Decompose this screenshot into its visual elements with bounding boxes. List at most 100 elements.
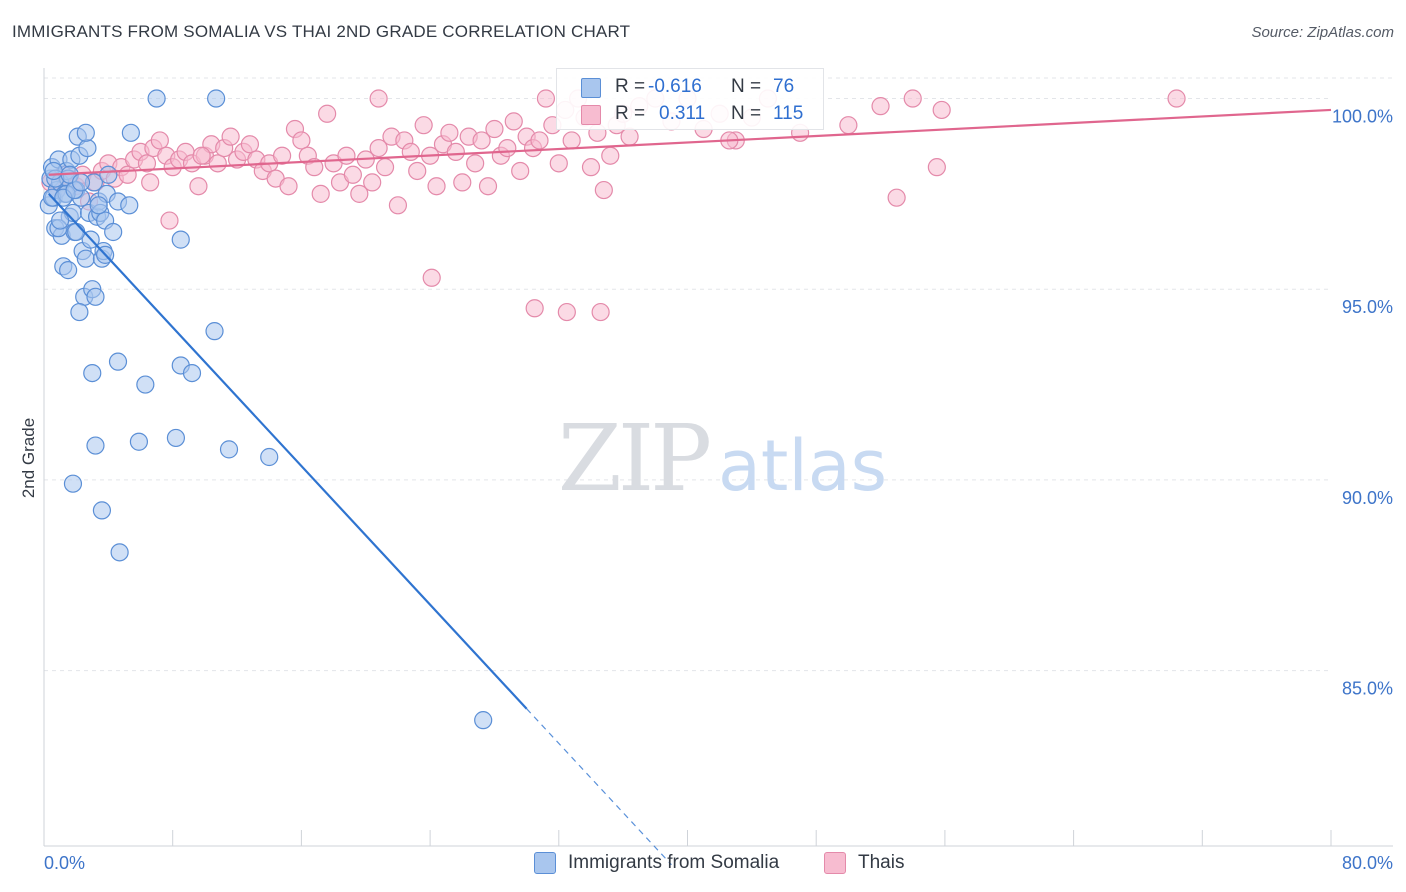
somalia-point xyxy=(76,249,95,268)
thai-point xyxy=(414,116,433,135)
thai-point xyxy=(498,138,517,158)
thai-point xyxy=(337,146,356,165)
somalia-point xyxy=(129,432,149,451)
somalia-n-value: 76 xyxy=(773,76,795,97)
legend-item-thai[interactable]: Thais xyxy=(824,852,904,874)
thai-point xyxy=(369,89,388,108)
thai-point xyxy=(504,112,523,131)
somalia-swatch xyxy=(581,78,601,98)
somalia-point xyxy=(474,711,493,730)
thai-point xyxy=(350,184,369,203)
somalia-point xyxy=(120,196,139,215)
thai-point xyxy=(160,211,179,230)
thai-point xyxy=(427,177,446,196)
legend-item-somalia[interactable]: Immigrants from Somalia xyxy=(534,852,779,874)
thai-point xyxy=(581,158,601,177)
thai-point xyxy=(363,173,382,192)
thai-n-value: 115 xyxy=(773,103,804,124)
thai-n-label: N = xyxy=(731,103,762,124)
chart-title: IMMIGRANTS FROM SOMALIA VS THAI 2ND GRAD… xyxy=(12,22,631,41)
legend-thai-swatch xyxy=(824,852,846,874)
trend-lines xyxy=(48,108,1332,866)
x-tick-label-max: 80.0% xyxy=(1342,853,1393,873)
somalia-point xyxy=(110,543,129,562)
somalia-point xyxy=(86,436,105,455)
somalia-point xyxy=(207,89,226,108)
legend-somalia-label: Immigrants from Somalia xyxy=(568,852,780,873)
watermark: ZIP atlas xyxy=(558,405,887,512)
thai-point xyxy=(279,177,298,196)
somalia-point xyxy=(121,123,140,142)
somalia-point xyxy=(63,474,83,493)
thai-point xyxy=(343,165,362,184)
y-axis-title: 2nd Grade xyxy=(19,418,38,498)
thai-point xyxy=(591,302,610,322)
somalia-n-label: N = xyxy=(731,76,762,97)
somalia-point xyxy=(99,165,118,184)
thai-point xyxy=(601,146,620,165)
somalia-point xyxy=(44,161,63,181)
thai-point xyxy=(369,138,388,158)
thai-point xyxy=(118,165,137,184)
somalia-trend-extension xyxy=(526,708,672,866)
somalia-series xyxy=(39,89,493,730)
thai-point xyxy=(453,173,472,192)
somalia-point xyxy=(89,196,108,215)
thai-point xyxy=(388,196,408,215)
thai-point xyxy=(903,89,922,108)
watermark-zip: ZIP xyxy=(558,405,709,512)
thai-point xyxy=(839,116,858,135)
somalia-point xyxy=(182,363,202,383)
somalia-point xyxy=(108,352,128,371)
thai-trend-line xyxy=(48,108,1332,176)
thai-point xyxy=(525,299,544,318)
thai-point xyxy=(408,161,427,181)
somalia-point xyxy=(76,123,95,142)
thai-point xyxy=(511,161,530,181)
somalia-point xyxy=(104,222,123,242)
correlation-legend: R = -0.616 N = 76 R = 0.311 N = 115 xyxy=(556,68,824,130)
somalia-point xyxy=(78,138,97,158)
thai-point xyxy=(240,135,260,154)
somalia-r-label: R = xyxy=(615,76,646,97)
thai-swatch xyxy=(581,105,601,125)
thai-r-value: 0.311 xyxy=(659,103,706,124)
thai-point xyxy=(141,173,160,192)
thai-r-label: R = xyxy=(615,103,646,124)
somalia-point xyxy=(171,230,190,249)
chart-source: Source: ZipAtlas.com xyxy=(1251,24,1394,41)
thai-point xyxy=(549,154,568,173)
thai-point xyxy=(150,131,169,150)
legend-thai-label: Thais xyxy=(858,852,905,873)
somalia-point xyxy=(59,261,78,280)
thai-point xyxy=(272,146,292,165)
thai-point xyxy=(594,180,613,200)
thai-point xyxy=(887,188,906,207)
thai-point xyxy=(530,131,549,150)
somalia-point xyxy=(260,447,279,467)
thai-point xyxy=(562,131,581,150)
thai-point xyxy=(466,154,485,173)
series-legend: Immigrants from Somalia Thais xyxy=(0,850,1406,880)
somalia-trend-line xyxy=(48,193,528,710)
somalia-r-value: -0.616 xyxy=(648,76,702,97)
somalia-point xyxy=(147,89,166,108)
y-tick-label: 95.0% xyxy=(1342,297,1393,317)
x-tick-label-min: 0.0% xyxy=(44,853,85,873)
somalia-point xyxy=(67,222,86,242)
thai-point xyxy=(208,154,227,173)
thai-point xyxy=(189,177,208,196)
grid-layer xyxy=(44,77,1393,672)
somalia-point xyxy=(166,428,186,448)
somalia-point xyxy=(92,501,112,520)
thai-point xyxy=(311,184,330,203)
thai-point xyxy=(1167,89,1186,108)
somalia-point xyxy=(71,173,91,192)
thai-point xyxy=(478,177,498,196)
somalia-point xyxy=(136,375,155,394)
thai-point xyxy=(536,89,556,108)
thai-point xyxy=(446,142,465,162)
thai-series xyxy=(41,89,1186,322)
thai-point xyxy=(871,97,890,116)
